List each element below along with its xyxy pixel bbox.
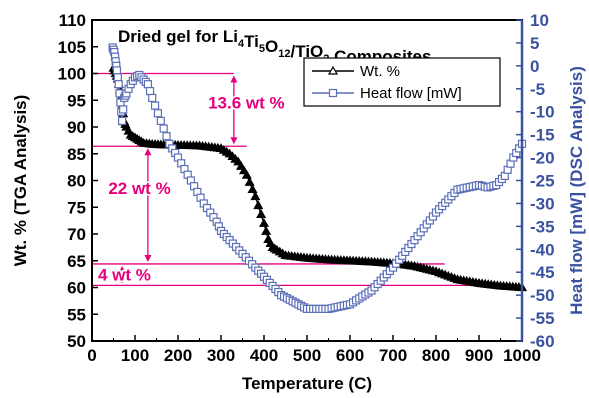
y-left-tick-label: 70 (67, 225, 86, 244)
y-left-tick-label: 110 (59, 11, 86, 30)
y-left-tick-label: 85 (67, 145, 86, 164)
series-heat-flow (108, 43, 527, 313)
x-tick-label: 700 (379, 346, 407, 365)
data-point (244, 177, 255, 186)
y-left-tick-label: 80 (67, 172, 86, 191)
title-segment: O (265, 37, 278, 56)
y-right-tick-label: 5 (530, 34, 539, 53)
data-point (156, 116, 165, 125)
title-subscript: 12 (278, 48, 290, 60)
annotation-arrowhead-up (144, 148, 152, 156)
annotation-arrowhead-up (118, 265, 126, 273)
x-tick-label: 500 (293, 346, 321, 365)
data-point (162, 132, 171, 141)
annotation-arrowhead-up (230, 75, 238, 83)
y-left-tick-label: 60 (67, 279, 86, 298)
y-right-tick-label: -25 (530, 172, 555, 191)
title-segment: Dried gel for Li (118, 27, 238, 46)
data-point (150, 101, 160, 110)
y-left-tick-label: 75 (67, 198, 86, 217)
y-right-tick-label: 10 (530, 11, 549, 30)
legend-label: Wt. % (360, 63, 400, 80)
x-axis: 0 100 200 300 400 500 600 700 800 900 1000 (87, 335, 541, 365)
legend-box (303, 57, 501, 107)
title-subscript: 4 (238, 38, 245, 50)
data-point (261, 226, 272, 235)
data-point (241, 169, 252, 179)
x-tick-label: 100 (121, 346, 149, 365)
x-tick-label: 400 (250, 346, 278, 365)
y-right-tick-label: -55 (530, 309, 555, 328)
y-right-tick-label: -5 (530, 80, 545, 99)
data-point (143, 80, 152, 89)
y-axis-left-title: Wt. % (TGA Analysis) (11, 95, 30, 267)
data-point (258, 218, 270, 227)
data-point (117, 116, 127, 125)
annotation-label: 22 wt % (108, 179, 170, 198)
y-right-tick-label: -30 (530, 194, 555, 213)
y-left-tick-label: 90 (67, 118, 86, 137)
data-point (253, 200, 264, 210)
annotation-label: 13.6 wt % (208, 93, 285, 112)
data-point (153, 109, 163, 118)
legend-marker (328, 88, 338, 98)
y-left-tick-label: 105 (58, 38, 86, 57)
annotations: 13.6 wt % 22 wt % 4 wt % (97, 75, 286, 286)
y-axis-right-title: Heat flow [mW] (DSC Analysis) (567, 66, 586, 315)
x-tick-label: 900 (465, 346, 493, 365)
y-right-tick-label: -35 (530, 217, 555, 236)
title-segment: /TiO (291, 42, 324, 61)
data-point (148, 93, 157, 103)
title-segment: Ti (244, 32, 259, 51)
title-subscript: 5 (259, 43, 265, 55)
annotation-arrowhead-down (144, 254, 152, 262)
data-point (247, 184, 258, 194)
x-tick-label: 0 (87, 346, 96, 365)
data-point (112, 66, 122, 75)
y-right-tick-label: -10 (530, 103, 555, 122)
x-tick-label: 800 (422, 346, 450, 365)
annotation-arrowhead-down (118, 276, 126, 284)
y-axis-right: 10 5 0 -5 -10 -15 -20 -25 -30 -35 -40 -45 -50 -55 -60 (516, 11, 555, 351)
data-point (145, 86, 155, 96)
y-right-tick-label: 0 (530, 57, 539, 76)
y-left-tick-label: 65 (67, 252, 86, 271)
x-axis-title: Temperature (C) (242, 374, 372, 393)
y-left-tick-label: 100 (58, 65, 86, 84)
data-point (114, 80, 123, 89)
y-right-tick-label: -50 (530, 286, 555, 305)
x-tick-label: 300 (207, 346, 235, 365)
data-point (159, 124, 168, 133)
y-right-tick-label: -45 (530, 263, 555, 282)
y-right-tick-label: -20 (530, 149, 555, 168)
y-axis-left: 50 55 60 65 70 75 80 85 90 95 100 105 110 (58, 11, 98, 351)
data-point (113, 73, 122, 82)
legend-marker (327, 65, 339, 75)
annotation-arrowhead-down (230, 137, 238, 145)
x-tick-label: 200 (164, 346, 192, 365)
y-right-tick-label: -15 (530, 126, 555, 145)
data-point (119, 105, 128, 114)
y-right-tick-label: -60 (530, 332, 555, 351)
y-right-tick-label: -40 (530, 240, 555, 259)
y-left-tick-label: 55 (67, 305, 86, 324)
y-left-tick-label: 50 (67, 332, 86, 351)
legend-label: Heat flow [mW] (360, 85, 462, 102)
legend: Wt. % Heat flow [mW] (303, 57, 501, 107)
y-left-tick-label: 95 (67, 91, 86, 110)
annotation-label: 4 wt % (98, 266, 151, 285)
data-point (250, 191, 261, 201)
x-tick-label: 1000 (503, 346, 541, 365)
x-tick-label: 600 (336, 346, 364, 365)
data-point (256, 209, 267, 218)
